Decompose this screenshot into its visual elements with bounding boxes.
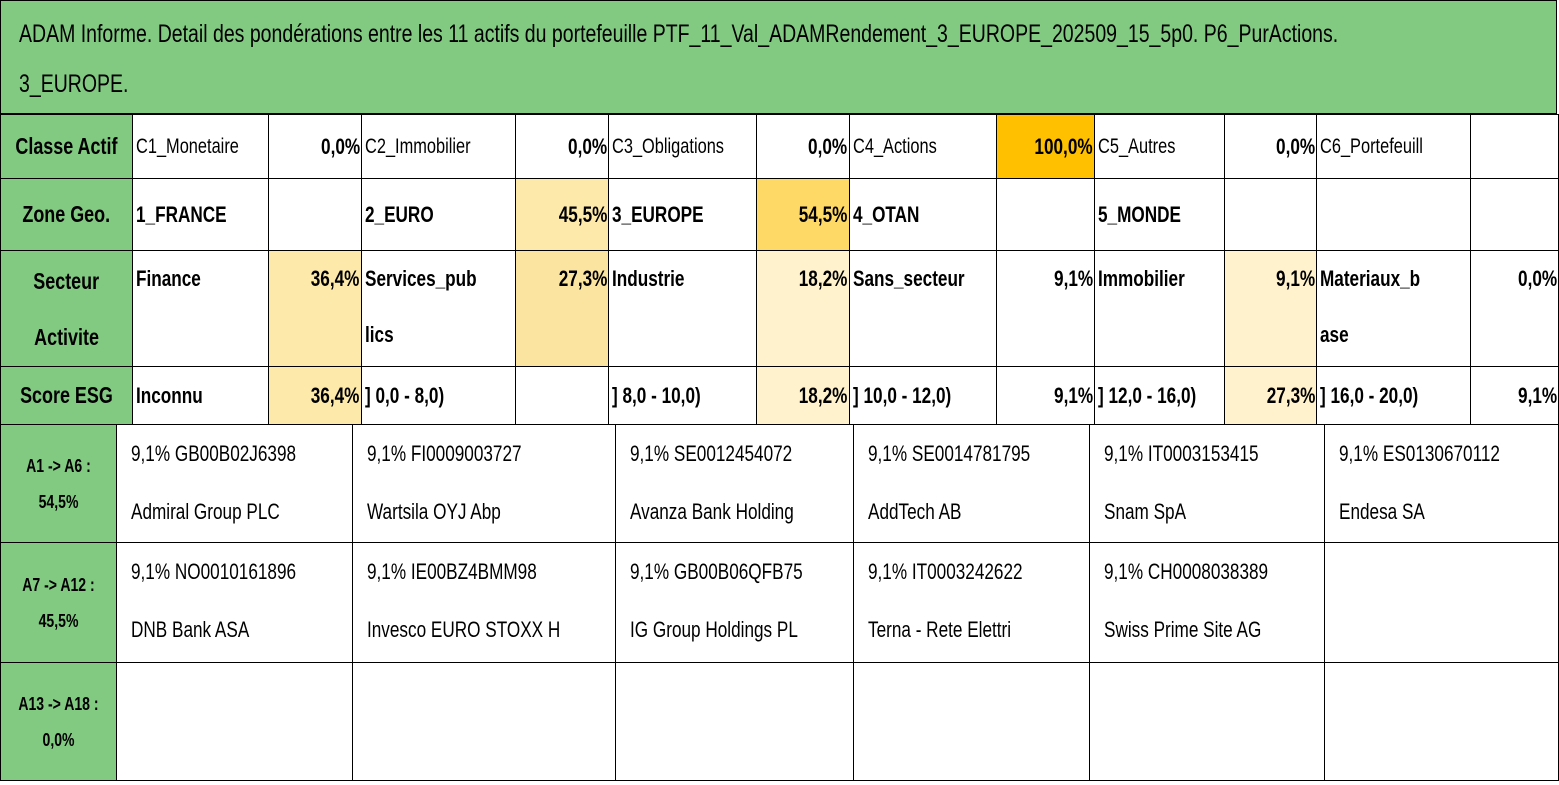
asset-cell: [1323, 542, 1559, 663]
row-label-zone: Zone Geo.: [0, 178, 133, 251]
asset-group-label: A7 -> A12 :45,5%: [0, 542, 118, 663]
esg-name: ] 8,0 - 10,0): [607, 366, 757, 425]
classe-value: 0,0%: [267, 114, 362, 179]
asset-cell: 9,1% IT0003153415 Snam SpA: [1088, 424, 1325, 543]
asset-cell: [352, 662, 617, 781]
esg-value: [514, 366, 609, 425]
classe-name: C4_Actions: [848, 114, 997, 179]
zone-name: 1_FRANCE: [131, 178, 269, 251]
asset-cell: [853, 662, 1090, 781]
esg-value: 36,4%: [267, 366, 362, 425]
classe-value: [1470, 114, 1559, 179]
zone-value: 54,5%: [755, 178, 850, 251]
zone-name: 3_EUROPE: [607, 178, 757, 251]
asset-cell: 9,1% GB00B02J6398 Admiral Group PLC: [116, 424, 354, 543]
zone-value: [267, 178, 362, 251]
asset-cell: 9,1% ES0130670112 Endesa SA: [1323, 424, 1559, 543]
esg-name: ] 16,0 - 20,0): [1316, 366, 1472, 425]
secteur-value: 0,0%: [1470, 250, 1559, 367]
row-score-esg: Score ESG Inconnu 36,4% ] 0,0 - 8,0) ] 8…: [0, 366, 1559, 425]
zone-name: 2_EURO: [360, 178, 516, 251]
classe-value: 0,0%: [755, 114, 850, 179]
asset-cell: 9,1% FI0009003727 Wartsila OYJ Abp: [352, 424, 617, 543]
classe-name: C6_Portefeuill: [1316, 114, 1472, 179]
asset-group-row: A7 -> A12 :45,5% 9,1% NO0010161896 DNB Ba…: [0, 542, 1559, 663]
asset-cell: 9,1% GB00B06QFB75 IG Group Holdings PL: [615, 542, 855, 663]
row-zone-geo: Zone Geo. 1_FRANCE 2_EURO 45,5% 3_EUROPE…: [0, 178, 1559, 251]
row-secteur: Secteur Activite Finance 36,4% Services_p…: [0, 250, 1559, 367]
secteur-name: Industrie: [607, 250, 757, 367]
zone-name: 4_OTAN: [848, 178, 997, 251]
secteur-value: 36,4%: [267, 250, 362, 367]
zone-value: [1224, 178, 1318, 251]
asset-group-row: A13 -> A18 :0,0%: [0, 662, 1559, 781]
esg-name: Inconnu: [131, 366, 269, 425]
classe-value: 0,0%: [514, 114, 609, 179]
classe-name: C2_Immobilier: [360, 114, 516, 179]
classe-value: 0,0%: [1224, 114, 1318, 179]
asset-cell: [615, 662, 855, 781]
title-line-1: ADAM Informe. Detail des pondérations en…: [19, 20, 1339, 48]
esg-value: 18,2%: [755, 366, 850, 425]
zone-value: [995, 178, 1096, 251]
assets-table: A1 -> A6 :54,5% 9,1% GB00B02J6398 Admiral…: [0, 424, 1559, 781]
asset-cell: 9,1% IT0003242622 Terna - Rete Elettri: [853, 542, 1090, 663]
secteur-name: Services_pub lics: [360, 250, 516, 367]
secteur-value: 18,2%: [755, 250, 850, 367]
asset-cell: 9,1% SE0012454072 Avanza Bank Holding: [615, 424, 855, 543]
classe-name: C3_Obligations: [607, 114, 757, 179]
row-label-secteur: Secteur Activite: [0, 250, 133, 367]
row-label-esg: Score ESG: [0, 366, 133, 425]
esg-name: ] 10,0 - 12,0): [848, 366, 997, 425]
zone-value: [1470, 178, 1559, 251]
zone-value: 45,5%: [514, 178, 609, 251]
report-title: ADAM Informe. Detail des pondérations en…: [0, 0, 1557, 114]
asset-group-row: A1 -> A6 :54,5% 9,1% GB00B02J6398 Admiral…: [0, 424, 1559, 543]
secteur-value: 9,1%: [995, 250, 1096, 367]
classe-value: 100,0%: [995, 114, 1096, 179]
classe-name: C5_Autres: [1094, 114, 1226, 179]
row-label-classe: Classe Actif: [0, 114, 133, 179]
row-classe-actif: Classe Actif C1_Monetaire 0,0% C2_Immobi…: [0, 114, 1559, 179]
secteur-name: Sans_secteur: [848, 250, 997, 367]
secteur-value: 9,1%: [1224, 250, 1318, 367]
esg-value: 27,3%: [1224, 366, 1318, 425]
asset-group-label: A1 -> A6 :54,5%: [0, 424, 118, 543]
asset-cell: [1323, 662, 1559, 781]
secteur-name: Immobilier: [1094, 250, 1226, 367]
esg-name: ] 12,0 - 16,0): [1094, 366, 1226, 425]
esg-name: ] 0,0 - 8,0): [360, 366, 516, 425]
asset-cell: 9,1% NO0010161896 DNB Bank ASA: [116, 542, 354, 663]
asset-group-label: A13 -> A18 :0,0%: [0, 662, 118, 781]
allocation-table: Classe Actif C1_Monetaire 0,0% C2_Immobi…: [0, 114, 1559, 425]
secteur-name: Materiaux_b ase: [1316, 250, 1472, 367]
zone-name: 5_MONDE: [1094, 178, 1226, 251]
secteur-value: 27,3%: [514, 250, 609, 367]
asset-cell: 9,1% IE00BZ4BMM98 Invesco EURO STOXX H: [352, 542, 617, 663]
esg-value: 9,1%: [995, 366, 1096, 425]
classe-name: C1_Monetaire: [131, 114, 269, 179]
asset-cell: [116, 662, 354, 781]
secteur-name: Finance: [131, 250, 269, 367]
title-line-2: 3_EUROPE.: [19, 70, 129, 98]
asset-cell: [1088, 662, 1325, 781]
zone-name: [1316, 178, 1472, 251]
asset-cell: 9,1% SE0014781795 AddTech AB: [853, 424, 1090, 543]
esg-value: 9,1%: [1470, 366, 1559, 425]
asset-cell: 9,1% CH0008038389 Swiss Prime Site AG: [1088, 542, 1325, 663]
